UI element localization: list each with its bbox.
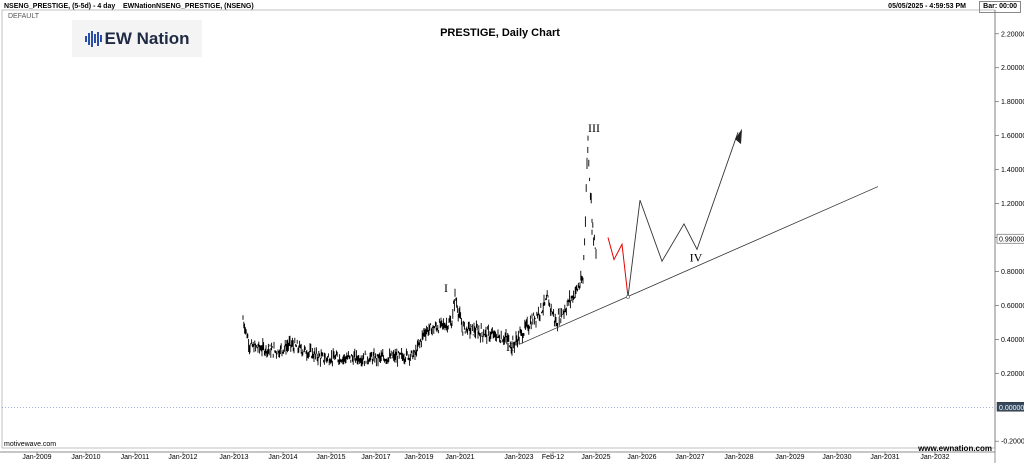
x-tick-label: Jan-2019 — [404, 454, 433, 461]
last-price-label-box — [996, 233, 1024, 244]
chart-title: PRESTIGE, Daily Chart — [440, 27, 560, 39]
x-tick-label: Jan-2027 — [675, 454, 704, 461]
x-tick-label: Jan-2031 — [870, 454, 899, 461]
y-tick-label: 2.00000 — [1001, 65, 1024, 72]
wave-end-marker — [626, 295, 630, 299]
x-tick-label: Jan-2026 — [627, 454, 656, 461]
wave-label-iii: III — [588, 121, 600, 135]
datetime-label: 05/05/2025 - 4:59:53 PM — [888, 3, 966, 10]
symbol-label: NSENG_PRESTIGE, (5-5d) - 4 day — [4, 3, 116, 10]
y-tick-label: 1.60000 — [1001, 133, 1024, 140]
footer-left: motivewave.com — [4, 441, 57, 448]
y-tick-label: 1.20000 — [1001, 201, 1024, 208]
projection-arrow — [735, 128, 742, 145]
logo-text: EW Nation — [104, 28, 190, 48]
study-label: EWNationNSENG_PRESTIGE, (NSENG) — [123, 3, 254, 10]
x-tick-label: Jan-2030 — [822, 454, 851, 461]
x-tick-label: Feb-12 — [542, 454, 564, 461]
x-tick-label: Jan-2012 — [168, 454, 197, 461]
x-tick-label: Jan-2028 — [724, 454, 753, 461]
plot-frame — [1, 9, 996, 449]
projection-black — [627, 132, 739, 297]
wave-label-ii: II — [506, 340, 514, 354]
x-tick-label: Jan-2015 — [316, 454, 345, 461]
x-tick-label: Jan-2029 — [775, 454, 804, 461]
waveform-icon — [84, 30, 102, 47]
y-tick-label: 0.60000 — [1001, 303, 1024, 310]
y-tick-label: 1.40000 — [1001, 167, 1024, 174]
projection-red — [607, 237, 629, 297]
logo: EW Nation — [72, 20, 202, 57]
footer-right: www.ewnation.com — [918, 444, 992, 453]
zero-price-label-text: 0.000000 — [999, 405, 1024, 412]
y-tick-label: 0.40000 — [1001, 337, 1024, 344]
zero-price-label-box — [996, 402, 1024, 412]
trendline — [518, 186, 879, 345]
bar-timer: Bar: 00:00 — [979, 1, 1021, 13]
wave-label-i: I — [444, 281, 448, 295]
x-tick-label: Jan-2032 — [920, 454, 949, 461]
y-tick-label: -0.20000 — [1001, 439, 1024, 446]
x-tick-label: Jan-2017 — [361, 454, 390, 461]
x-tick-label: Jan-2025 — [581, 454, 610, 461]
x-tick-label: Jan-2010 — [71, 454, 100, 461]
zero-price-label: 0.000000 — [996, 402, 1024, 412]
wave-label-iv: IV — [690, 250, 703, 264]
x-tick-label: Jan-2013 — [219, 454, 248, 461]
x-tick-label: Jan-2014 — [268, 454, 297, 461]
y-tick-label: 2.20000 — [1001, 31, 1024, 38]
price-series — [242, 135, 597, 367]
x-tick-label: Jan-2023 — [504, 454, 533, 461]
x-tick-label: Jan-2011 — [121, 454, 150, 461]
x-tick-label: Jan-2021 — [445, 454, 474, 461]
y-tick-label: 1.80000 — [1001, 99, 1024, 106]
y-tick-label: 0.20000 — [1001, 371, 1024, 378]
default-label: DEFAULT — [8, 13, 39, 20]
y-tick-label: 0.80000 — [1001, 269, 1024, 276]
x-tick-label: Jan-2009 — [22, 454, 51, 461]
